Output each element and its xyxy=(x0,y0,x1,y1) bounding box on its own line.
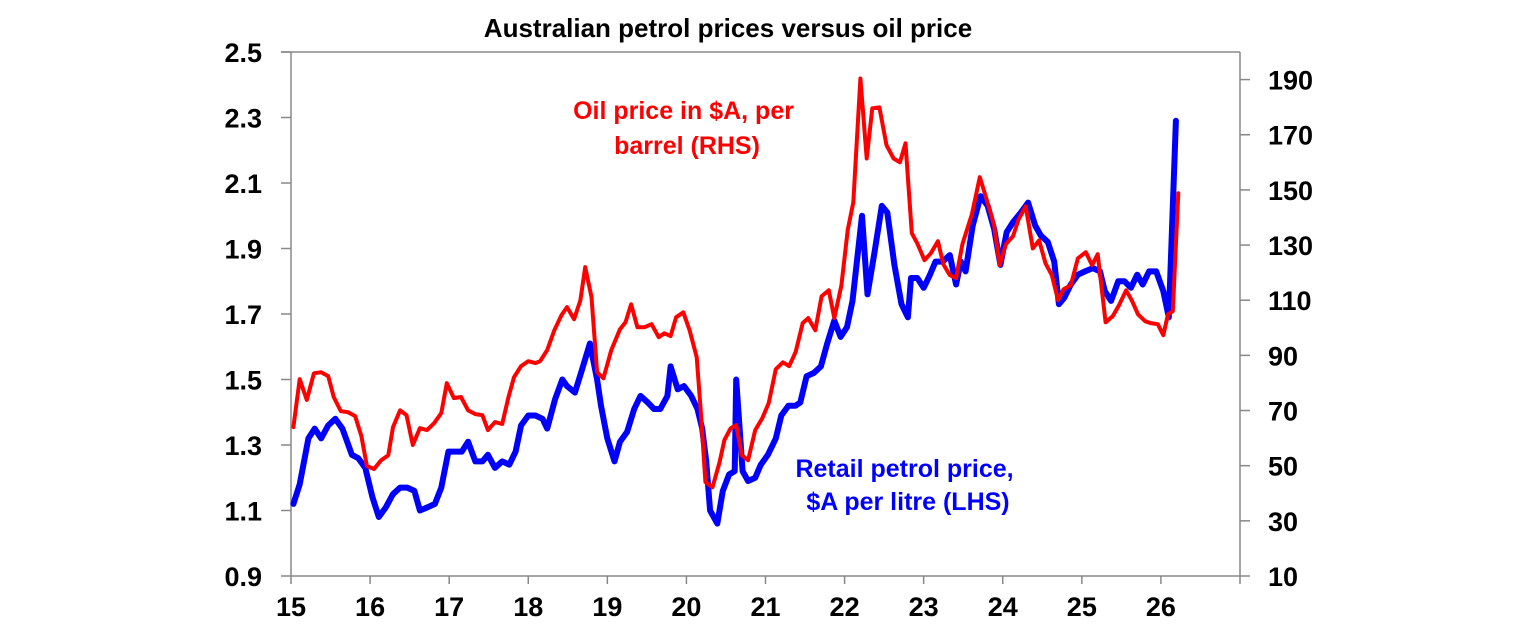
oil-annotation-line-1: Oil price in $A, per xyxy=(573,97,794,125)
right-tick-label: 10 xyxy=(1268,562,1298,592)
x-tick-label: 17 xyxy=(434,592,464,622)
chart-title: Australian petrol prices versus oil pric… xyxy=(484,13,972,43)
left-tick-label: 2.3 xyxy=(224,104,262,134)
left-tick-label: 0.9 xyxy=(224,562,262,592)
left-tick-label: 1.7 xyxy=(224,300,262,330)
right-tick-label: 110 xyxy=(1268,286,1312,316)
right-tick-label: 170 xyxy=(1268,121,1313,151)
x-tick-label: 15 xyxy=(276,592,306,622)
left-tick-label: 1.5 xyxy=(224,366,262,396)
oil-annotation: Oil price in $A, per barrel (RHS) xyxy=(573,97,801,160)
oil-price-line xyxy=(291,76,1181,490)
right-tick-label: 30 xyxy=(1268,507,1298,537)
x-tick-label: 24 xyxy=(988,592,1018,622)
left-tick-label: 1.1 xyxy=(224,497,262,527)
right-tick-label: 90 xyxy=(1268,341,1298,371)
x-tick-label: 26 xyxy=(1146,592,1176,622)
left-tick-label: 2.1 xyxy=(224,169,262,199)
x-tick-label: 21 xyxy=(750,592,780,622)
retail-petrol-price-line xyxy=(290,117,1179,527)
oil-annotation-line-2: barrel (RHS) xyxy=(614,132,760,160)
x-tick-label: 19 xyxy=(592,592,622,622)
x-tick-label: 25 xyxy=(1067,592,1097,622)
left-tick-label: 1.9 xyxy=(224,235,262,265)
x-tick-label: 16 xyxy=(355,592,385,622)
right-tick-label: 150 xyxy=(1268,176,1313,206)
x-tick-label: 20 xyxy=(671,592,701,622)
x-tick-label: 18 xyxy=(513,592,543,622)
retail-annotation-line-1: Retail petrol price, xyxy=(795,455,1013,483)
right-tick-label: 190 xyxy=(1268,66,1313,96)
series-lines xyxy=(290,76,1181,527)
axes: 0.9 1.1 1.3 1.5 1.7 1.9 2.1 2.3 2.5 10 30 50 70 90 110… xyxy=(224,38,1313,622)
retail-annotation: Retail petrol price, $A per litre (LHS) xyxy=(795,455,1020,516)
left-tick-label: 1.3 xyxy=(224,431,262,461)
right-tick-label: 50 xyxy=(1268,452,1298,482)
x-tick-label: 23 xyxy=(909,592,939,622)
retail-annotation-line-2: $A per litre (LHS) xyxy=(806,488,1009,516)
x-tick-label: 22 xyxy=(830,592,860,622)
right-tick-label: 70 xyxy=(1268,397,1298,427)
right-tick-label: 130 xyxy=(1268,231,1313,261)
left-tick-label: 2.5 xyxy=(224,38,262,68)
